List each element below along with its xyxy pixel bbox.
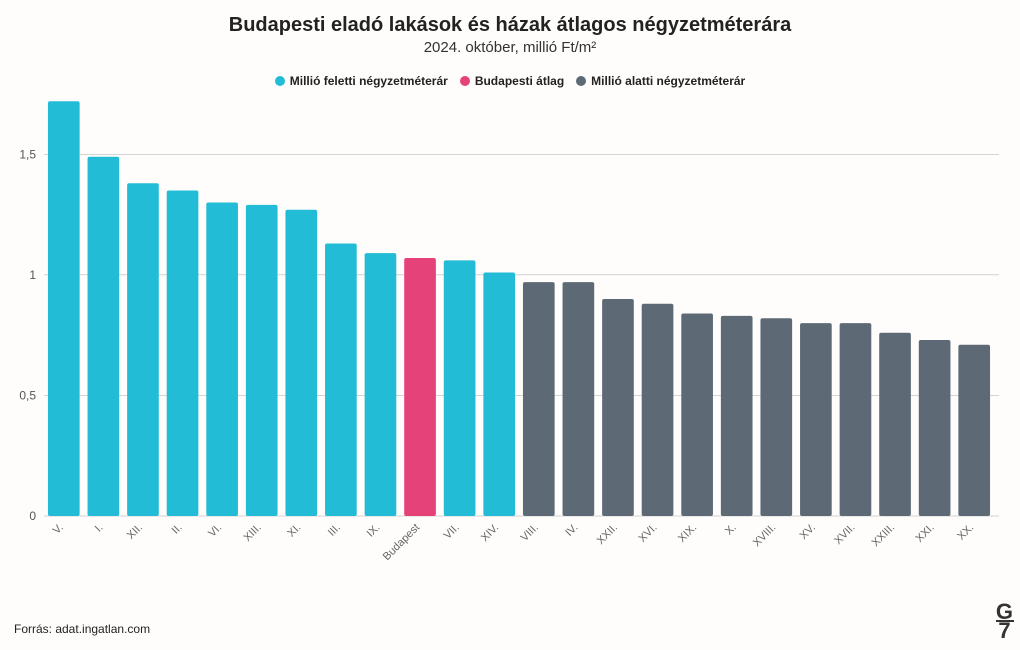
x-tick-label: Budapest [381, 522, 422, 563]
bar [167, 190, 199, 516]
source-label: Forrás: adat.ingatlan.com [14, 622, 150, 636]
bar [48, 101, 80, 516]
x-tick-label: XVII. [832, 522, 857, 547]
x-tick-label: X. [723, 522, 739, 538]
x-tick-label: XVIII. [751, 522, 779, 550]
bar [840, 323, 872, 516]
x-tick-label: XIV. [479, 522, 501, 544]
bar [958, 345, 990, 516]
chart-subtitle: 2024. október, millió Ft/m² [14, 39, 1006, 56]
y-tick-label: 1 [29, 268, 36, 282]
x-tick-label: IV. [563, 522, 580, 539]
bar [919, 340, 951, 516]
bar [602, 299, 634, 516]
x-tick-label: XVI. [636, 522, 659, 545]
bar [879, 333, 911, 516]
y-tick-label: 0 [29, 509, 36, 523]
x-tick-label: V. [51, 522, 66, 537]
x-tick-label: VI. [206, 522, 224, 540]
legend-label: Budapesti átlag [475, 74, 564, 88]
x-tick-label: XII. [125, 522, 145, 542]
bar [325, 244, 357, 516]
legend-swatch [576, 76, 586, 86]
x-tick-label: VIII. [519, 522, 541, 544]
y-tick-label: 0,5 [19, 388, 36, 402]
bar [760, 318, 792, 516]
bar [246, 205, 278, 516]
x-tick-label: XIII. [242, 522, 264, 544]
legend-item: Millió feletti négyzetméterár [275, 74, 448, 88]
plot-area: 0 0,5 1 1,5 V. I. XII. II. VI. XIII. XI. III. IX.Bud… [14, 94, 1006, 581]
bar [285, 210, 317, 516]
x-tick-label: XV. [798, 522, 818, 542]
chart-title: Budapesti eladó lakások és házak átlagos… [14, 14, 1006, 37]
legend-item: Millió alatti négyzetméterár [576, 74, 745, 88]
bar [800, 323, 832, 516]
bar [483, 272, 515, 516]
bar [365, 253, 397, 516]
bar [721, 316, 753, 516]
x-tick-label: XIX. [676, 522, 699, 545]
legend-swatch [275, 76, 285, 86]
legend-item: Budapesti átlag [460, 74, 564, 88]
bar [127, 183, 159, 516]
x-tick-label: I. [93, 522, 106, 535]
bar [563, 282, 595, 516]
x-tick-label: XXI. [914, 522, 937, 545]
x-tick-label: VII. [442, 522, 462, 542]
legend-label: Millió feletti négyzetméterár [290, 74, 448, 88]
x-tick-label: XX. [955, 522, 976, 543]
x-tick-label: XI. [285, 522, 303, 540]
bar [206, 203, 238, 516]
legend-label: Millió alatti négyzetméterár [591, 74, 745, 88]
x-tick-label: II. [170, 522, 185, 537]
brand-logo: G7 [996, 603, 1014, 640]
y-tick-label: 1,5 [19, 147, 36, 161]
bar-chart-svg: 0 0,5 1 1,5 V. I. XII. II. VI. XIII. XI. III. IX.Bud… [14, 94, 999, 576]
x-tick-label: III. [326, 522, 343, 539]
legend: Millió feletti négyzetméterár Budapesti á… [14, 74, 1006, 88]
bar [681, 313, 713, 516]
chart-container: Budapesti eladó lakások és házak átlagos… [0, 0, 1020, 581]
legend-swatch [460, 76, 470, 86]
bar [444, 260, 476, 516]
bar [642, 304, 674, 516]
bar [523, 282, 555, 516]
x-tick-label: IX. [365, 522, 383, 540]
bar [404, 258, 436, 516]
bar [88, 157, 120, 516]
x-tick-label: XXIII. [870, 522, 898, 550]
x-tick-label: XXII. [595, 522, 620, 547]
